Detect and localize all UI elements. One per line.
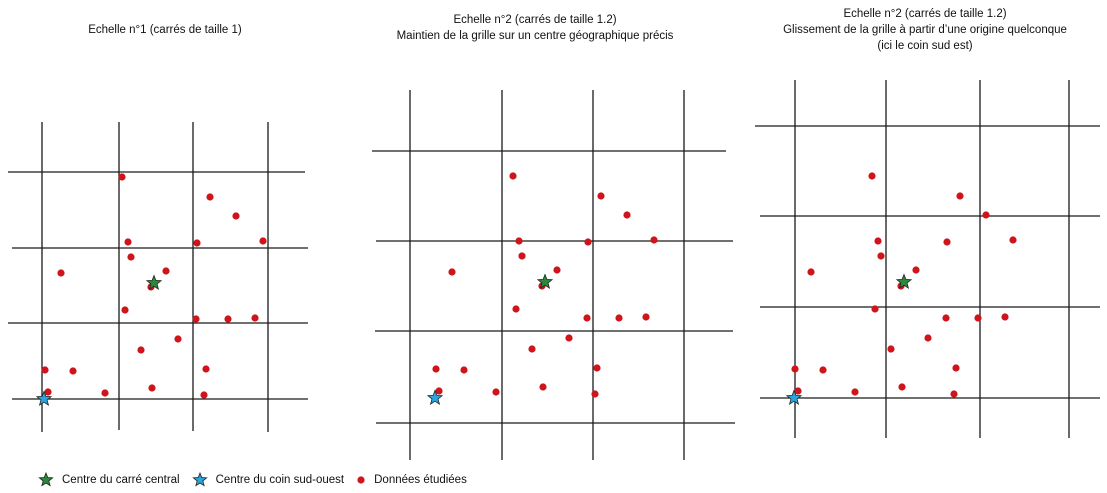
- data-point: [174, 335, 182, 343]
- data-point: [591, 390, 599, 398]
- data-point: [819, 366, 827, 374]
- data-point: [528, 345, 536, 353]
- data-point: [148, 384, 156, 392]
- legend-item-southwest: Centre du coin sud-ouest: [191, 472, 345, 488]
- data-point: [943, 238, 951, 246]
- data-point: [565, 334, 573, 342]
- panel-2: [372, 90, 735, 460]
- central-square-star: [536, 273, 554, 289]
- title-line: Echelle n°2 (carrés de taille 1.2): [843, 8, 1007, 20]
- data-point: [615, 314, 623, 322]
- data-point: [597, 192, 605, 200]
- data-point: [124, 238, 132, 246]
- data-point: [791, 365, 799, 373]
- data-point: [974, 314, 982, 322]
- data-point: [259, 237, 267, 245]
- legend-label-central: Centre du carré central: [62, 474, 180, 486]
- title-line: Echelle n°1 (carrés de taille 1): [88, 24, 242, 36]
- data-point: [251, 314, 259, 322]
- data-point: [192, 315, 200, 323]
- data-point: [69, 367, 77, 375]
- data-point: [583, 314, 591, 322]
- data-point: [137, 346, 145, 354]
- data-point: [887, 345, 895, 353]
- data-point: [871, 305, 879, 313]
- panel-3-title: Echelle n°2 (carrés de taille 1.2) Gliss…: [740, 6, 1107, 54]
- central-square-star: [895, 273, 913, 289]
- data-point: [202, 365, 210, 373]
- data-point: [432, 365, 440, 373]
- data-point: [44, 388, 52, 396]
- data-point: [898, 383, 906, 391]
- central-square-star: [145, 274, 163, 290]
- title-line: Maintien de la grille sur un centre géog…: [396, 30, 674, 42]
- data-point: [982, 211, 990, 219]
- legend-label-southwest: Centre du coin sud-ouest: [215, 474, 345, 486]
- southwest-corner-star: [35, 390, 53, 406]
- data-point: [518, 252, 526, 260]
- data-point: [200, 391, 208, 399]
- data-point: [874, 237, 882, 245]
- data-point: [924, 334, 932, 342]
- legend-label-data: Données étudiées: [374, 474, 467, 486]
- legend-item-central: Centre du carré central: [38, 472, 180, 488]
- panel-2-title: Echelle n°2 (carrés de taille 1.2) Maint…: [350, 12, 720, 44]
- data-point: [206, 193, 214, 201]
- data-point: [448, 268, 456, 276]
- data-point: [1001, 313, 1009, 321]
- data-point: [1009, 236, 1017, 244]
- data-point: [877, 252, 885, 260]
- data-point: [539, 383, 547, 391]
- data-point: [553, 266, 561, 274]
- data-point: [942, 314, 950, 322]
- data-point: [101, 389, 109, 397]
- data-point: [224, 315, 232, 323]
- data-point: [492, 388, 500, 396]
- data-point: [623, 211, 631, 219]
- data-point: [57, 269, 65, 277]
- data-point: [435, 387, 443, 395]
- data-point: [127, 253, 135, 261]
- data-point: [512, 305, 520, 313]
- data-point: [952, 364, 960, 372]
- green-star-icon: [38, 472, 54, 487]
- data-point: [232, 212, 240, 220]
- data-point: [193, 239, 201, 247]
- data-point: [509, 172, 517, 180]
- southwest-corner-star: [785, 389, 803, 405]
- data-point: [584, 238, 592, 246]
- red-dot-icon: [357, 476, 365, 484]
- data-point: [642, 313, 650, 321]
- legend-item-data: Données étudiées: [356, 472, 467, 488]
- panel-1-title: Echelle n°1 (carrés de taille 1): [20, 22, 310, 38]
- title-line: (ici le coin sud est): [877, 40, 973, 52]
- data-point: [650, 236, 658, 244]
- title-line: Echelle n°2 (carrés de taille 1.2): [453, 14, 617, 26]
- data-point: [41, 366, 49, 374]
- data-point: [593, 364, 601, 372]
- data-point: [121, 306, 129, 314]
- grid-diagram: [8, 80, 1100, 460]
- data-point: [956, 192, 964, 200]
- data-point: [515, 237, 523, 245]
- data-point: [807, 268, 815, 276]
- data-point: [851, 388, 859, 396]
- blue-star-icon: [191, 472, 208, 487]
- legend: Centre du carré central Centre du coin s…: [38, 472, 479, 488]
- data-point: [912, 266, 920, 274]
- panel-3: [755, 80, 1100, 438]
- southwest-corner-star: [426, 389, 444, 405]
- title-line: Glissement de la grille à partir d’une o…: [783, 24, 1067, 36]
- panel-1: [8, 122, 308, 432]
- data-point: [460, 366, 468, 374]
- data-point: [118, 173, 126, 181]
- data-point: [162, 267, 170, 275]
- data-point: [950, 390, 958, 398]
- data-point: [868, 172, 876, 180]
- data-point: [794, 387, 802, 395]
